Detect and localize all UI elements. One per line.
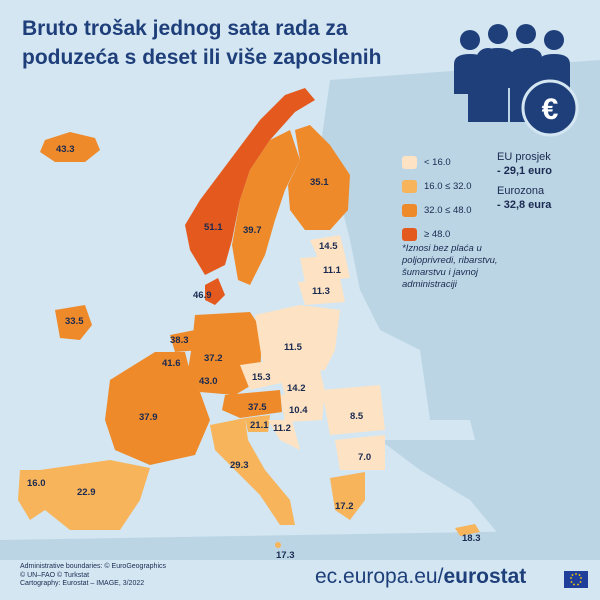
region-finland [288, 125, 350, 230]
eu-average-value: - 29,1 euro [497, 165, 553, 177]
region-portugal [18, 470, 45, 520]
credits: Administrative boundaries: © EuroGeograp… [20, 563, 166, 589]
footer-domain: ec.europa.eu/ [315, 565, 444, 588]
legend-item: 32.0 ≤ 48.0 [402, 198, 492, 222]
legend-swatch [402, 179, 417, 193]
value-greece: 17.2 [335, 501, 354, 512]
value-ireland: 33.5 [65, 316, 84, 327]
value-hungary: 10.4 [289, 405, 308, 416]
region-denmark [205, 278, 225, 305]
legend-item: < 16.0 [402, 150, 492, 174]
legend-label: < 16.0 [424, 156, 451, 168]
region-france [105, 352, 210, 465]
region-slovakia [280, 370, 325, 395]
euro-coin-icon: € [521, 79, 579, 137]
value-bulgaria: 7.0 [358, 452, 371, 463]
legend-swatch [402, 203, 417, 217]
north-africa [0, 530, 600, 560]
value-cyprus: 18.3 [462, 533, 481, 544]
region-romania [322, 385, 385, 435]
value-slovakia: 14.2 [287, 383, 306, 394]
credit-line: Administrative boundaries: © EuroGeograp… [20, 563, 167, 570]
people-group-icon: € [454, 24, 579, 137]
eurozone-value: - 32,8 eura [497, 199, 552, 211]
region-germany [188, 312, 262, 395]
region-lithuania [298, 278, 345, 305]
region-spain [40, 460, 150, 530]
region-bulgaria [335, 435, 385, 470]
value-estonia: 14.5 [319, 241, 338, 252]
value-luxembourg: 43.0 [199, 376, 218, 387]
value-slovenia: 21.1 [250, 420, 269, 431]
value-latvia: 11.1 [323, 265, 342, 276]
region-poland [255, 305, 340, 378]
value-malta: 17.3 [276, 550, 295, 561]
eu-average-label: EU prosjek [497, 151, 551, 163]
value-croatia: 11.2 [273, 423, 291, 434]
value-spain: 22.9 [77, 487, 96, 498]
region-norway [185, 88, 315, 275]
region-iceland [40, 132, 100, 162]
value-norway: 51.1 [204, 222, 223, 233]
region-greece [330, 472, 365, 520]
region-italy [210, 418, 295, 525]
legend-label: ≥ 48.0 [424, 228, 451, 240]
legend-swatch [402, 227, 417, 241]
value-finland: 35.1 [310, 177, 329, 188]
region-ireland [55, 305, 92, 340]
value-austria: 37.5 [248, 402, 267, 413]
region-estonia [310, 235, 345, 258]
value-italy: 29.3 [230, 460, 249, 471]
eurozone-label: Eurozona [497, 185, 545, 197]
value-romania: 8.5 [350, 411, 364, 422]
value-netherlands: 38.3 [170, 335, 189, 346]
averages-box: EU prosjek - 29,1 euro Eurozona - 32,8 e… [497, 150, 597, 212]
value-france: 37.9 [139, 412, 158, 423]
legend-item: ≥ 48.0 [402, 222, 492, 246]
legend-label: 16.0 ≤ 32.0 [424, 180, 472, 192]
non-eu-land [320, 60, 600, 480]
region-cyprus [455, 524, 480, 536]
eurostat-link[interactable]: ec.europa.eu/eurostat [315, 565, 526, 589]
value-czechia: 15.3 [252, 372, 271, 383]
legend-swatch [402, 155, 417, 169]
region-hungary [280, 392, 325, 422]
credit-line: © UN–FAO © Turkstat [20, 571, 90, 579]
legend-label: 32.0 ≤ 48.0 [424, 204, 472, 216]
value-belgium: 41.6 [162, 358, 181, 369]
value-germany: 37.2 [204, 353, 223, 364]
eu-flag-icon [564, 571, 588, 588]
value-lithuania: 11.3 [312, 286, 330, 297]
value-denmark: 46.9 [193, 290, 212, 301]
legend: < 16.0 16.0 ≤ 32.0 32.0 ≤ 48.0 ≥ 48.0 [402, 150, 492, 246]
legend-item: 16.0 ≤ 32.0 [402, 174, 492, 198]
credit-line: Cartography: Eurostat – IMAGE, 3/2022 [20, 580, 145, 587]
region-slovenia [245, 415, 270, 432]
region-czechia [240, 360, 285, 390]
region-latvia [300, 255, 350, 282]
non-eu-land-south [380, 440, 600, 560]
value-portugal: 16.0 [27, 478, 46, 489]
region-austria [222, 390, 282, 418]
footer-brand: eurostat [443, 565, 527, 588]
region-sweden [232, 130, 300, 285]
svg-text:€: € [542, 93, 559, 126]
page-title: Bruto trošak jednog sata rada za poduzeć… [22, 17, 382, 69]
value-iceland: 43.3 [56, 144, 75, 155]
region-croatia [268, 420, 300, 450]
value-sweden: 39.7 [243, 225, 262, 236]
footnote: *Iznosi bez plaća u poljoprivredi, ribar… [402, 243, 498, 290]
value-poland: 11.5 [284, 342, 303, 353]
region-malta [275, 542, 281, 548]
